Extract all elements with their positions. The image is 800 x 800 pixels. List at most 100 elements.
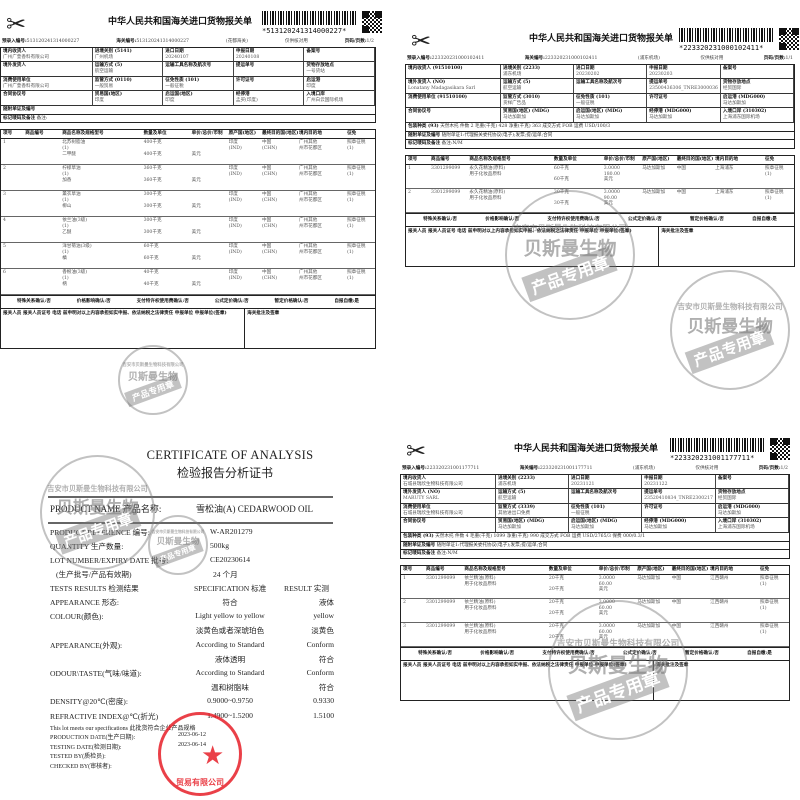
table-cell: 照章征税 (1) xyxy=(347,166,366,177)
cell-label: 备案号 xyxy=(717,476,732,481)
stamp-name: 贝斯曼生物 xyxy=(687,316,773,337)
table-cell: 2 xyxy=(3,166,6,172)
note-row: 包装种类 (93) 天然木托 件数 4 毛重(千克) 1099 净重(千克) 9… xyxy=(400,532,790,542)
cell-label: 备案号 xyxy=(722,66,737,71)
grid-cell: 经停港 孟买(印度) xyxy=(233,91,305,106)
declaration-grid: 境内收货人 (91510100) 进境关别 (2233) 浦东机场 进口日期 20230… xyxy=(405,64,795,123)
test-spec: 1.4900~1.5200 xyxy=(207,710,253,720)
table-cell xyxy=(25,140,62,163)
cell-value: 印度 xyxy=(165,98,175,104)
cell-label: 启运国(地区) xyxy=(165,92,193,98)
table-cell: 永久花精油(原料) 用于化妆品原料 xyxy=(469,165,506,177)
cell-label: 运输工具名称及航次号 xyxy=(165,63,212,69)
grid-cell: 运输工具名称及航次号 xyxy=(574,79,648,94)
table-cell: 3301299099 xyxy=(431,165,461,171)
customs-declaration-form: ✂ 中华人民共和国海关进口货物报关单 *223320231001177711* 预录入… xyxy=(400,432,790,701)
meta-item: 海关编号:223320231001177711 xyxy=(520,466,593,474)
meta-label: 页码/页数: xyxy=(344,39,367,44)
test-result: 符合 xyxy=(318,654,334,664)
barcode-number: *223320231001177711* xyxy=(670,454,755,462)
table-cell: 照章征税 (1) xyxy=(347,244,366,255)
cell-label: 许可证号 xyxy=(649,94,668,100)
grid-cell: 合同协议号 xyxy=(401,518,496,533)
cell-value: 20231121 xyxy=(571,481,595,487)
cell-label: 申报日期 xyxy=(644,476,663,481)
grid-cell: 进口日期 20240107 xyxy=(163,48,234,63)
confirmation-item: 特殊关系确认:否 xyxy=(16,299,51,305)
cell-label: 境外发货人 (NO) xyxy=(408,80,446,86)
table-cell: 薰衣草油 (1) 柳山 xyxy=(62,192,81,209)
table-cell: 照章征税 (1) xyxy=(347,218,366,229)
meta-item: 仅供核对用 xyxy=(700,56,723,64)
table-cell: 20千克 20千克 xyxy=(548,599,564,617)
test-name: COLOUR(颜色): xyxy=(50,612,104,622)
cell-label: 申报日期 xyxy=(235,49,255,54)
cell-label: 货物存放地点 xyxy=(722,80,751,86)
qr-code xyxy=(770,438,790,460)
divider xyxy=(48,496,333,498)
cell-value: MARUTY SARL xyxy=(403,496,439,502)
table-cell xyxy=(25,218,62,241)
table-cell: 3301299099 xyxy=(426,599,456,605)
meta-item: 页码/页数:1/2 xyxy=(345,39,374,47)
grid-cell: 进境关别 (2233) 浦东机场 xyxy=(495,475,570,490)
table-cell: 美元 xyxy=(191,255,201,261)
declaration-grid: 境内收货人 石城县瑞欣生物科技有限公司 进境关别 (2233) 浦东机场 进口日期 202… xyxy=(400,474,790,533)
form-header: ✂ 中华人民共和国海关进口货物报关单 *513120241314000227* xyxy=(0,5,382,39)
table-row: 1 3301299099 永久花精油(原料) 用于化妆品原料 60千克 60千克 3.0… xyxy=(406,165,794,189)
column-header: 商品编号 xyxy=(25,131,44,137)
grid-cell: 境内收货人 (91510100) xyxy=(406,65,501,80)
cell-label: 征免性质 (101) xyxy=(576,94,610,100)
table-cell: 美元 xyxy=(191,177,201,183)
table-cell: 马达加斯加 xyxy=(642,165,666,171)
stamp-band: 产品专用章 xyxy=(124,373,182,408)
grid-cell: 进境关别 (2233) 浦东机场 xyxy=(500,65,575,80)
table-cell: 照章征税 (1) xyxy=(760,599,779,611)
barcode xyxy=(679,28,775,42)
note-row: 标记唛码及备注 备注:N/M xyxy=(400,550,790,560)
table-row: 4 依兰油(3级) (1) 乙醚 300千克 300千克 美元 印度 (IND) 中国 … xyxy=(1,217,375,244)
cell-value: 其他进出口免费 xyxy=(497,510,531,516)
table-cell: 360千克 360千克 xyxy=(143,166,162,183)
cell-label: 进口日期 xyxy=(576,66,595,71)
table-cell: 中国 xyxy=(671,623,681,629)
confirmation-item: 暂定价格确认:否 xyxy=(685,650,719,656)
grid-cell: 监管方式 (0110) 一般贸易 xyxy=(92,76,164,92)
field-label: PRODUCT REFERENCE 编号: xyxy=(50,528,150,537)
cell-value: 印度 xyxy=(306,83,316,89)
table-header: 项号 商品编号 商品名称及规格型号 数量及单位 单价/总价/币制 原产国(地区) 最终目的国… xyxy=(406,156,794,165)
cell-value: 20240108 xyxy=(235,54,260,60)
cell-value: 20230202 xyxy=(576,71,600,77)
note-row: 随附单证及编号 随附单证1:代理报关委托协议(电子);发票;提/运单;合同 xyxy=(400,541,790,551)
cell-label: 运输工具名称及航次号 xyxy=(576,80,622,86)
cell-value: 马达加斯加 xyxy=(649,115,673,121)
confirmation-item: 自报自缴:是 xyxy=(747,650,772,656)
meta-value: 223320231001177711 xyxy=(426,466,480,471)
table-cell: 1 xyxy=(408,165,411,171)
table-cell xyxy=(25,192,62,215)
customs-declaration-form: ✂ 中华人民共和国海关进口货物报关单 *223320231000102411* 预录入… xyxy=(405,22,799,267)
table-cell: 1 xyxy=(3,140,6,146)
grid-cell: 进境关别 (5141) 广州机场 xyxy=(92,48,164,63)
test-result: 淡黄色 xyxy=(311,626,334,636)
grid-cell: 启运港 (MDG000) 马达加斯加 xyxy=(715,503,789,519)
confirmation-item: 价格影响确认:否 xyxy=(76,299,111,305)
meta-value: (浦东机场) xyxy=(632,466,655,471)
cell-label: 提运单号 xyxy=(644,490,663,496)
note-value: 随附单证1:代理报关委托协议(电子);发票;提/运单;合同 xyxy=(441,132,553,138)
meta-item: (浦东机场) xyxy=(633,466,655,474)
cell-label: 启运港 (MDG000) xyxy=(717,504,761,510)
grid-cell: 消费使用单位 石城县瑞欣生物科技有限公司 xyxy=(401,503,496,519)
grid-cell: 货物存放地点 一号货站 xyxy=(304,62,375,77)
meta-value: 1/2 xyxy=(366,39,374,44)
table-cell xyxy=(25,244,62,267)
grid-cell: 经停港 (MDG000) 马达加斯加 xyxy=(642,518,716,533)
table-cell: 60千克 60千克 xyxy=(143,244,159,261)
cell-value: 浦东机场 xyxy=(497,481,517,487)
result-header: RESULT 实测 xyxy=(284,584,329,593)
declarant-info: 报关人员 报关人员证号 电话 兹申明对以上内容承担如实申报、依法纳税之法律责任 … xyxy=(408,228,632,234)
grid-cell: 境外发货人 xyxy=(1,62,93,77)
cell-value: 马达加斯加 xyxy=(502,115,526,121)
cell-label: 备案号 xyxy=(306,49,321,54)
cell-label: 征免性质 (101) xyxy=(571,504,605,510)
